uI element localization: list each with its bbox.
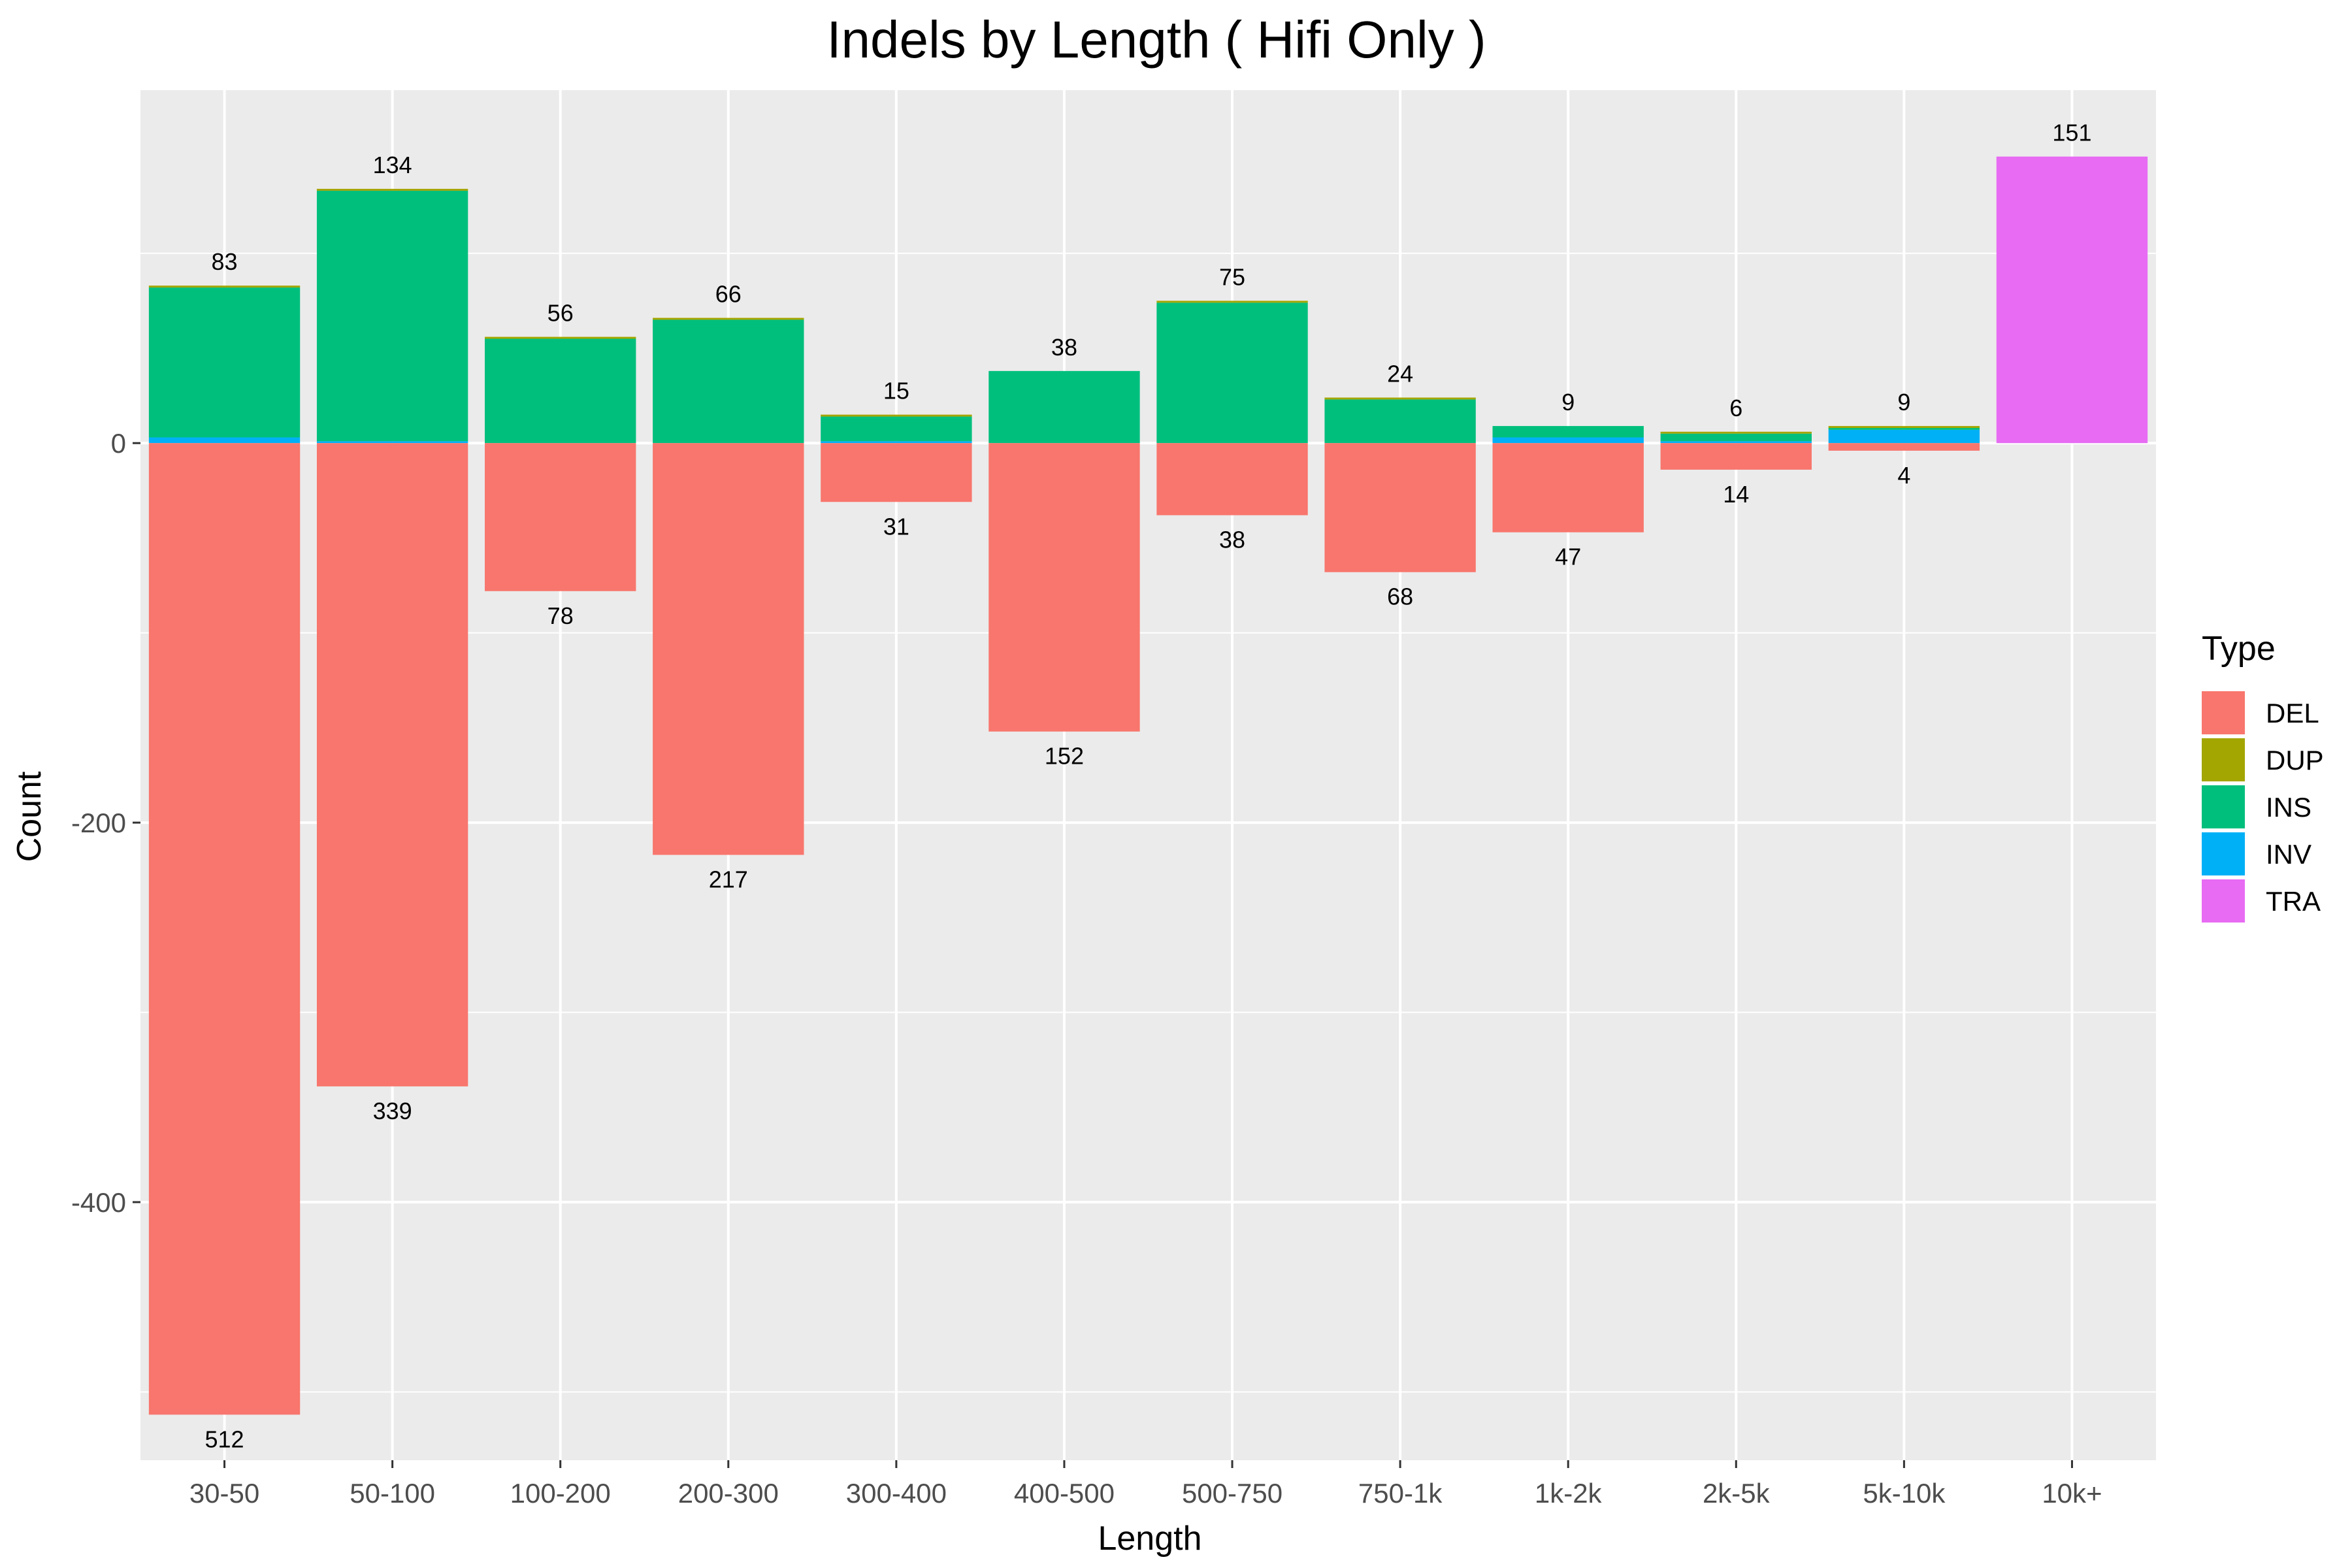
- x-tick-label: 50-100: [350, 1478, 435, 1509]
- data-label-positive: 6: [1729, 395, 1742, 421]
- data-label-positive: 24: [1387, 361, 1413, 387]
- x-axis: 30-50 50-100 100-200 200-300 300-400 400-500 5…: [189, 1460, 2102, 1509]
- data-label-positive: 83: [212, 248, 238, 275]
- data-label-positive: 15: [883, 378, 909, 404]
- bar-dup-5k-10k: [1828, 426, 1980, 428]
- bar-del-200-300: [653, 443, 804, 855]
- legend-label-dup: DUP: [2266, 745, 2324, 776]
- x-tick-label: 300-400: [846, 1478, 947, 1509]
- bar-del-1k-2k: [1492, 443, 1644, 532]
- data-label-positive: 75: [1219, 263, 1245, 290]
- bar-del-100-200: [485, 443, 636, 591]
- bar-inv-2k-5k: [1660, 441, 1812, 444]
- legend-key-del: [2202, 691, 2245, 734]
- bar-del-30-50: [148, 443, 301, 1415]
- legend: Type DEL DUP INS INV TRA: [2202, 630, 2324, 923]
- legend-key-tra: [2202, 879, 2245, 923]
- bar-del-400-500: [988, 443, 1140, 732]
- legend-label-ins: INS: [2266, 792, 2311, 823]
- y-axis: 0 -200 -400: [71, 428, 140, 1218]
- data-label-negative: 38: [1219, 527, 1245, 553]
- bar-ins-5k-10k: [1828, 427, 1980, 430]
- legend-title: Type: [2202, 630, 2276, 668]
- data-label-positive: 56: [547, 300, 574, 327]
- bar-dup-300-400: [821, 414, 972, 417]
- bar-dup-500-750: [1156, 301, 1308, 303]
- bar-inv-30-50: [148, 437, 301, 444]
- bar-ins-2k-5k: [1660, 433, 1812, 442]
- legend-key-inv: [2202, 832, 2245, 875]
- bar-del-50-100: [316, 443, 468, 1086]
- data-label-positive: 134: [373, 152, 412, 178]
- data-label-negative: 512: [205, 1426, 244, 1452]
- data-labels: 83 512 134 339 56 78 66 217 15 31 38 152 75 38 24 68 9 47…: [205, 120, 2092, 1453]
- data-label-negative: 31: [883, 513, 909, 540]
- data-label-negative: 47: [1555, 544, 1581, 570]
- legend-label-tra: TRA: [2266, 886, 2321, 917]
- legend-key-dup: [2202, 738, 2245, 781]
- bar-dup-30-50: [148, 286, 301, 288]
- bar-ins-1k-2k: [1492, 426, 1644, 438]
- x-tick-label: 2k-5k: [1703, 1478, 1771, 1509]
- bar-inv-300-400: [821, 441, 972, 444]
- y-tick-label: -200: [71, 808, 126, 838]
- x-tick-label: 10k+: [2042, 1478, 2102, 1509]
- data-label-negative: 14: [1723, 481, 1749, 508]
- data-label-positive: 151: [2052, 120, 2091, 146]
- x-tick-label: 5k-10k: [1863, 1478, 1946, 1509]
- data-label-positive: 9: [1561, 389, 1575, 416]
- bar-inv-5k-10k: [1828, 429, 1980, 444]
- x-tick-label: 400-500: [1014, 1478, 1115, 1509]
- x-tick-label: 1k-2k: [1535, 1478, 1603, 1509]
- x-tick-label: 200-300: [678, 1478, 779, 1509]
- data-label-negative: 4: [1897, 462, 1910, 489]
- plot-panel: [140, 90, 2156, 1460]
- chart-title: Indels by Length ( Hifi Only ): [826, 10, 1486, 69]
- legend-label-del: DEL: [2266, 698, 2319, 728]
- data-label-negative: 68: [1387, 583, 1413, 610]
- x-tick-label: 30-50: [189, 1478, 259, 1509]
- bar-ins-200-300: [653, 319, 804, 444]
- bar-del-500-750: [1156, 443, 1308, 515]
- y-tick-label: -400: [71, 1187, 126, 1218]
- bar-ins-300-400: [821, 416, 972, 442]
- bar-ins-100-200: [485, 338, 636, 444]
- data-label-positive: 38: [1051, 334, 1077, 361]
- bars: [148, 156, 2148, 1415]
- x-tick-label: 100-200: [510, 1478, 611, 1509]
- bar-inv-1k-2k: [1492, 437, 1644, 444]
- bar-del-5k-10k: [1828, 443, 1980, 451]
- bar-dup-2k-5k: [1660, 431, 1812, 434]
- bar-tra-10k+: [1996, 156, 2148, 444]
- bar-ins-400-500: [988, 370, 1140, 444]
- bar-dup-50-100: [316, 189, 468, 191]
- data-label-positive: 9: [1897, 389, 1910, 416]
- bar-ins-750-1k: [1324, 399, 1476, 444]
- x-tick-label: 750-1k: [1358, 1478, 1443, 1509]
- data-label-positive: 66: [715, 281, 742, 308]
- bar-dup-200-300: [653, 318, 804, 320]
- y-axis-title: Count: [10, 771, 48, 862]
- bar-ins-500-750: [1156, 302, 1308, 444]
- data-label-negative: 78: [547, 602, 574, 629]
- x-tick-label: 500-750: [1182, 1478, 1282, 1509]
- bar-ins-50-100: [316, 190, 468, 442]
- bar-del-750-1k: [1324, 443, 1476, 572]
- bar-ins-30-50: [148, 287, 301, 438]
- y-tick-label: 0: [111, 428, 126, 459]
- data-label-negative: 339: [373, 1098, 412, 1124]
- data-label-negative: 217: [709, 866, 748, 892]
- legend-label-inv: INV: [2266, 839, 2311, 870]
- bar-dup-750-1k: [1324, 397, 1476, 400]
- legend-key-ins: [2202, 785, 2245, 828]
- bar-dup-100-200: [485, 336, 636, 339]
- x-axis-title: Length: [1098, 1520, 1201, 1558]
- bar-del-300-400: [821, 443, 972, 502]
- bar-del-2k-5k: [1660, 443, 1812, 470]
- data-label-negative: 152: [1045, 743, 1084, 770]
- bar-inv-50-100: [316, 441, 468, 444]
